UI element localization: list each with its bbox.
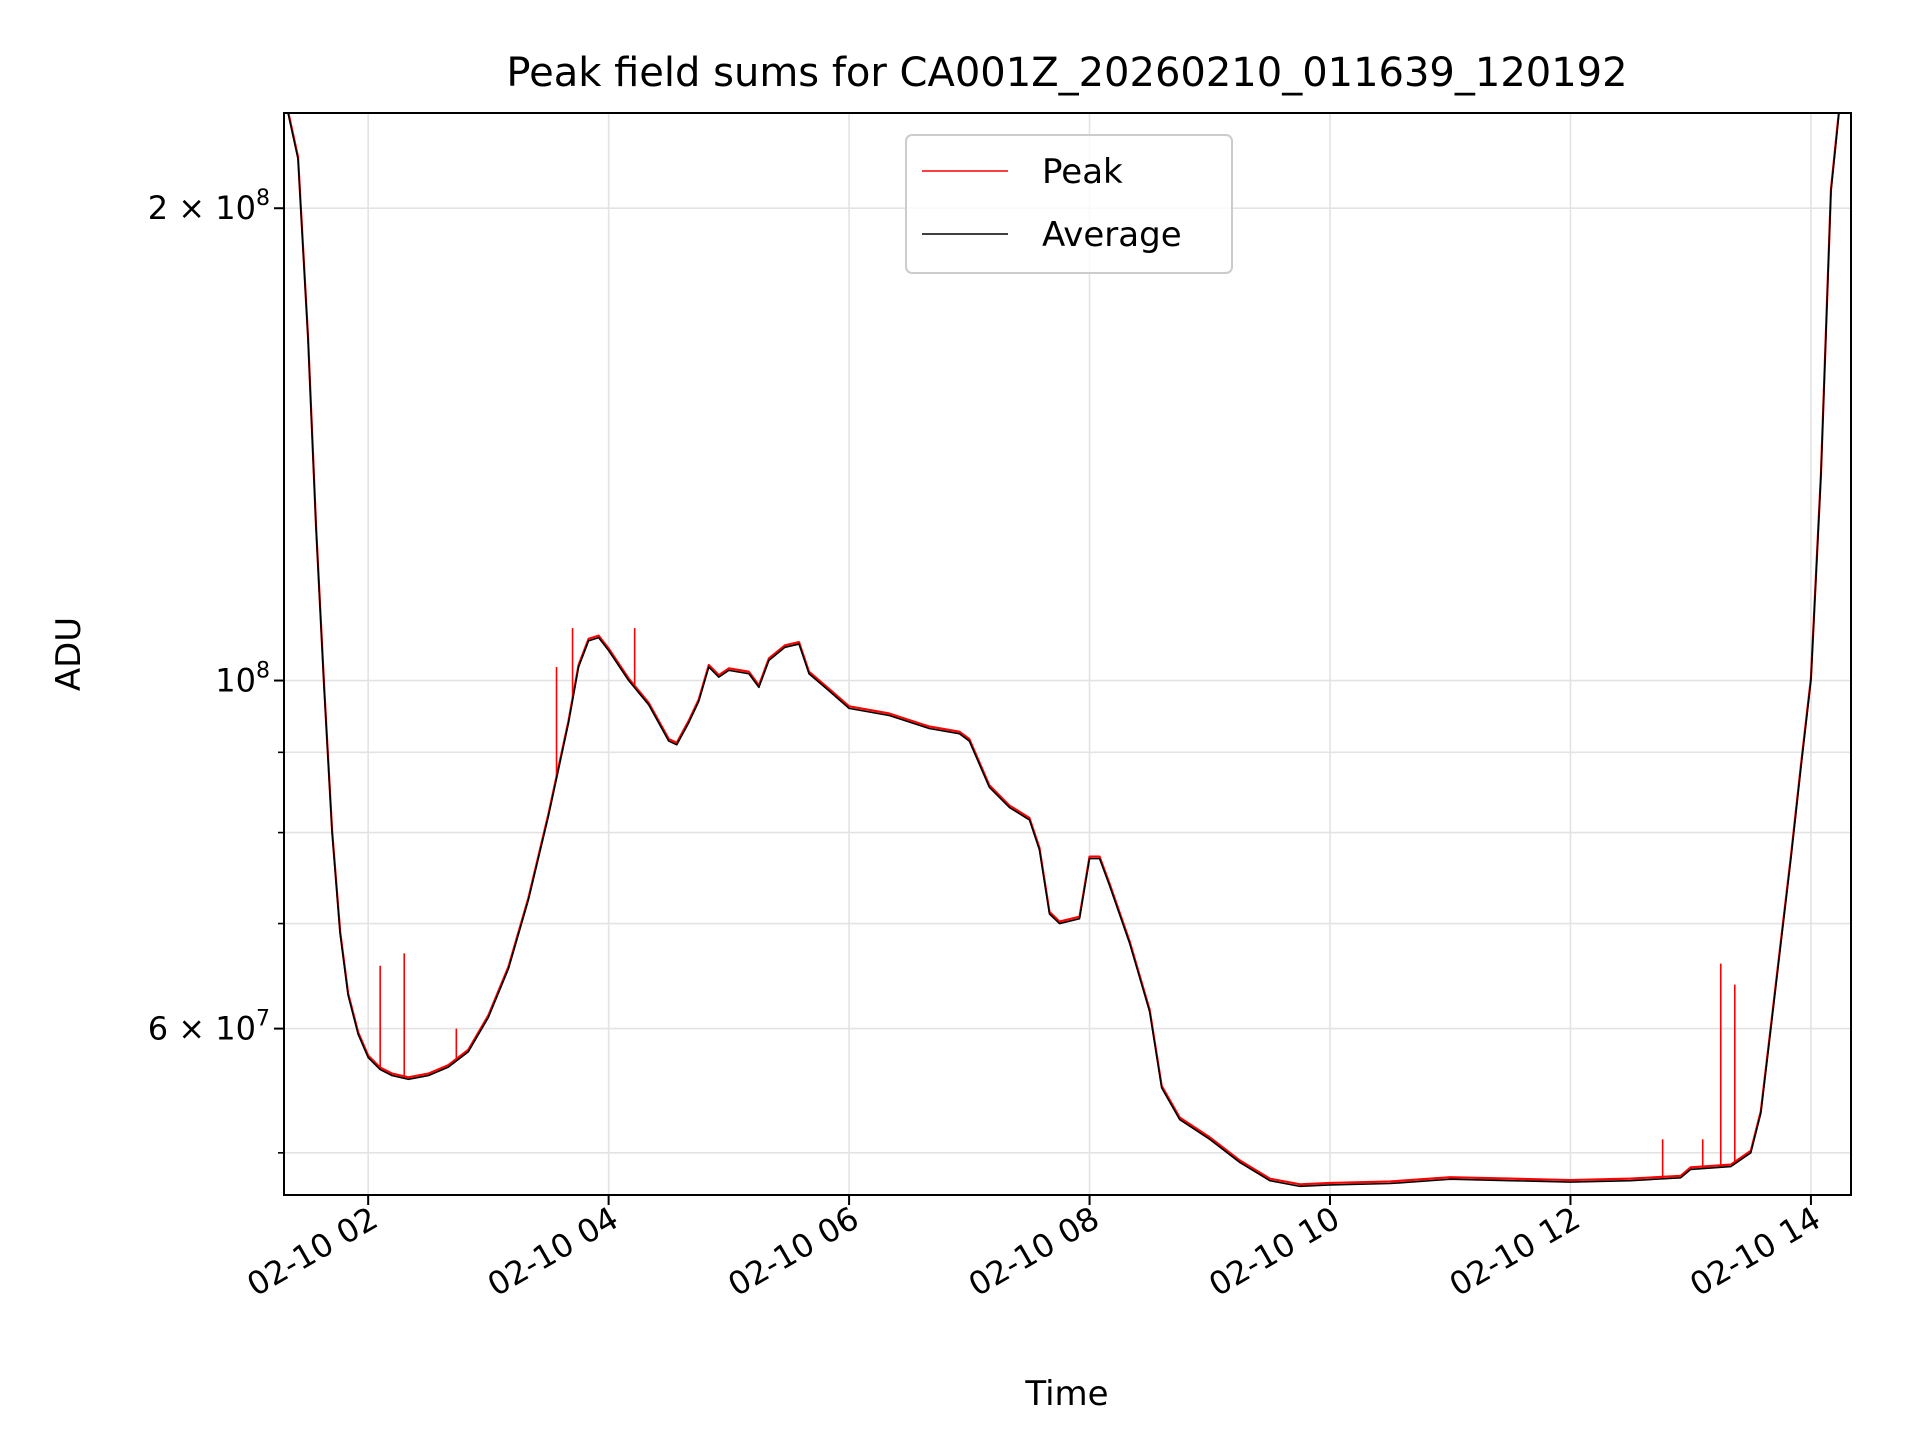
x-axis-label: Time [1024,1374,1108,1414]
series-line-peak [287,113,1840,1186]
series-layer [287,113,1840,1188]
legend: Peak Average [905,134,1233,274]
y-tick-label: 2 × 108 [148,186,270,227]
legend-label-peak: Peak [1042,152,1123,192]
series-line-average [287,113,1840,1188]
y-axis-label: ADU [49,617,89,691]
legend-label-average: Average [1042,215,1182,255]
chart-title: Peak field sums for CA001Z_20260210_0116… [506,50,1627,96]
y-tick-label: 108 [215,659,270,700]
plot-frame [283,112,1852,1196]
gridlines [284,113,1851,1195]
legend-box [905,134,1233,274]
y-tick-label: 6 × 107 [148,1007,270,1048]
